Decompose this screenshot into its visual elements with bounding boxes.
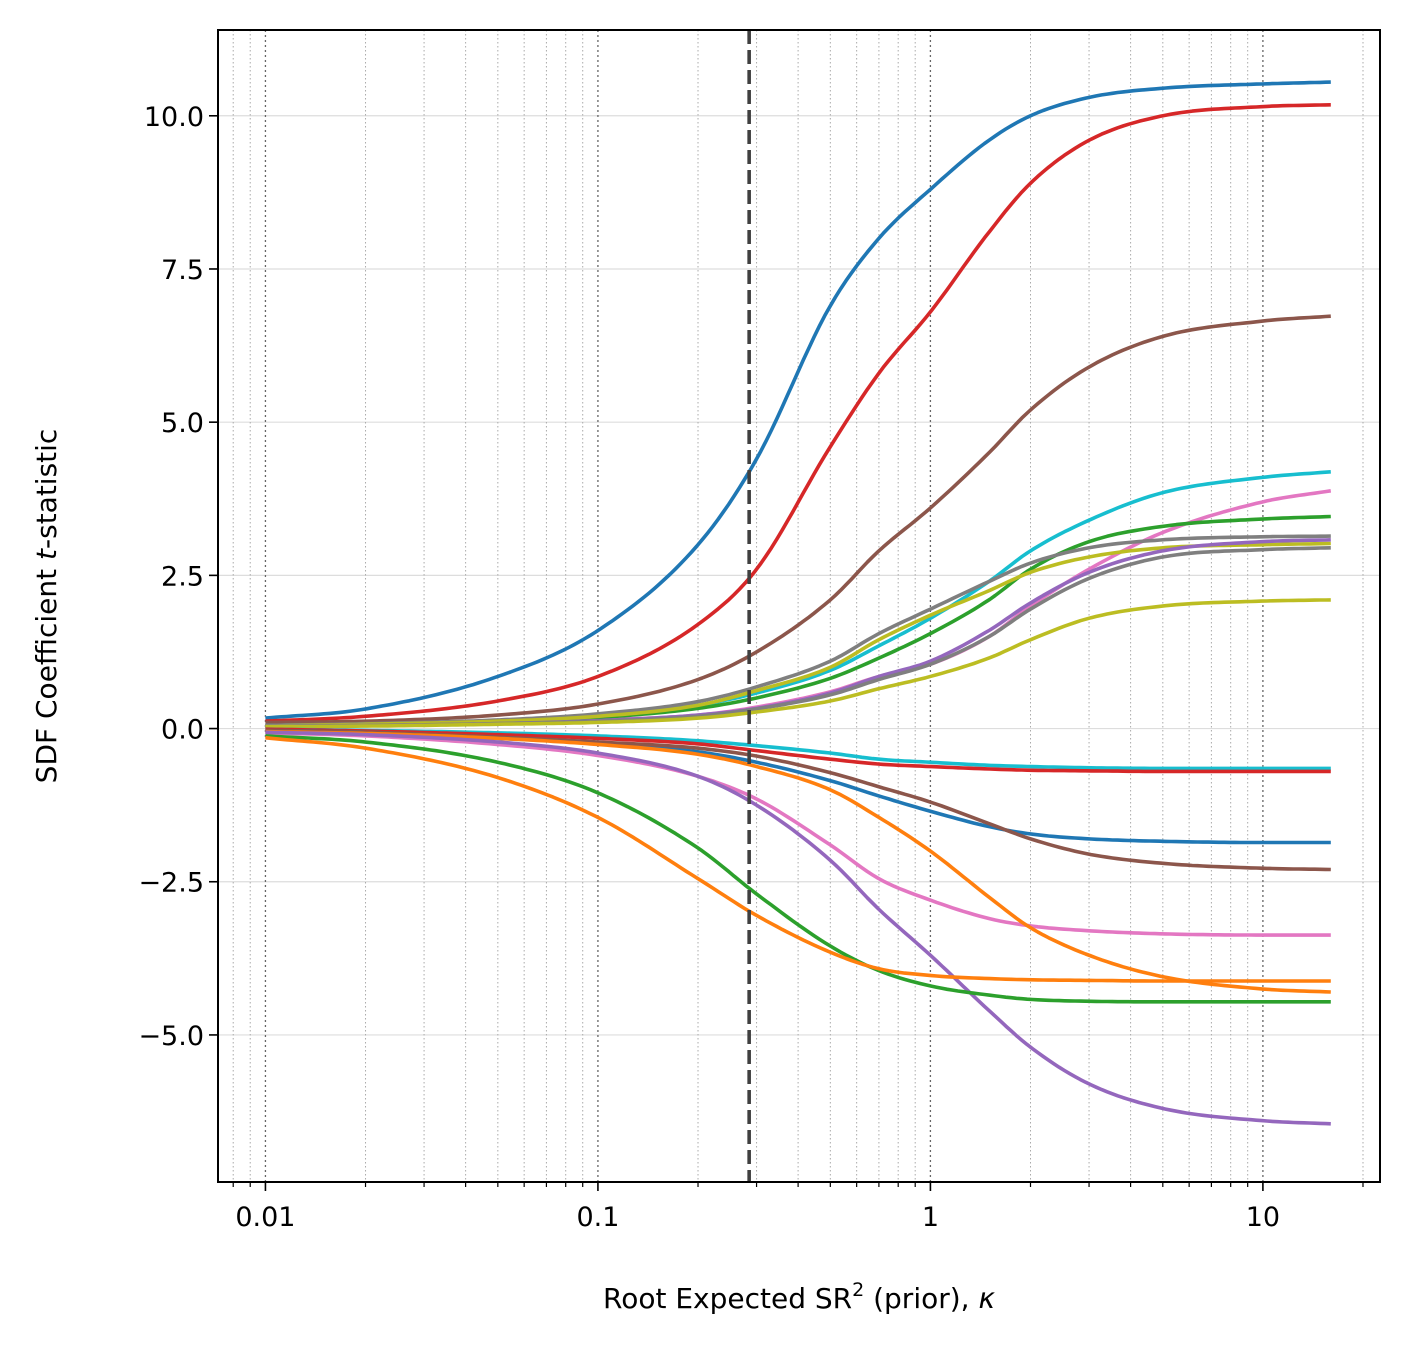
axis-ticks: 0.01 0.1 1 10 −5.0 −2.5 0.0 2.5 5.0 7.5 10.0 <box>138 102 1364 1233</box>
series-line <box>265 80 1331 720</box>
series-line <box>265 734 1331 1004</box>
x-tick-label: 0.1 <box>576 1202 619 1233</box>
y-tick-label: 10.0 <box>144 102 204 133</box>
series-line <box>265 731 1331 937</box>
x-tick-label: 10 <box>1246 1202 1280 1233</box>
series-line <box>265 598 1331 729</box>
series-line <box>265 730 1331 1126</box>
series-line <box>265 727 1331 774</box>
series-line <box>265 729 1331 994</box>
y-tick-label: 5.0 <box>161 408 204 439</box>
y-tick-label: −5.0 <box>138 1021 204 1052</box>
y-tick-label: −2.5 <box>138 868 204 899</box>
series-line <box>265 103 1331 723</box>
y-tick-label: 7.5 <box>161 255 204 286</box>
x-tick-label: 1 <box>922 1202 939 1233</box>
plot-frame <box>217 29 1381 1183</box>
series-line <box>265 314 1331 725</box>
y-axis-label: SDF Coefficient t-statistic <box>30 429 63 784</box>
x-axis-label: Root Expected SR2 (prior), κ <box>603 1279 995 1315</box>
series-line <box>265 735 1331 983</box>
y-tick-label: 2.5 <box>161 561 204 592</box>
y-tick-label: 0.0 <box>161 715 204 746</box>
series-lines <box>265 80 1332 1126</box>
x-tick-label: 0.01 <box>235 1202 295 1233</box>
